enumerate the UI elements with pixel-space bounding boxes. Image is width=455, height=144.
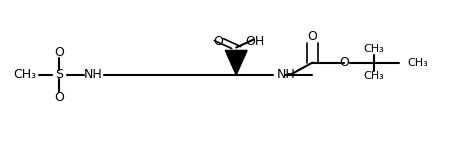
Text: O: O	[54, 46, 64, 59]
Text: CH₃: CH₃	[363, 44, 384, 54]
Text: S: S	[55, 68, 63, 81]
Text: O: O	[339, 56, 349, 69]
Text: OH: OH	[244, 35, 263, 48]
Polygon shape	[225, 50, 247, 75]
Text: CH₃: CH₃	[407, 58, 428, 68]
Text: CH₃: CH₃	[14, 68, 36, 81]
Text: NH: NH	[84, 68, 103, 81]
Text: O: O	[54, 91, 64, 104]
Text: NH: NH	[277, 68, 295, 81]
Text: O: O	[307, 30, 317, 42]
Text: CH₃: CH₃	[363, 71, 384, 81]
Text: O: O	[212, 35, 222, 48]
